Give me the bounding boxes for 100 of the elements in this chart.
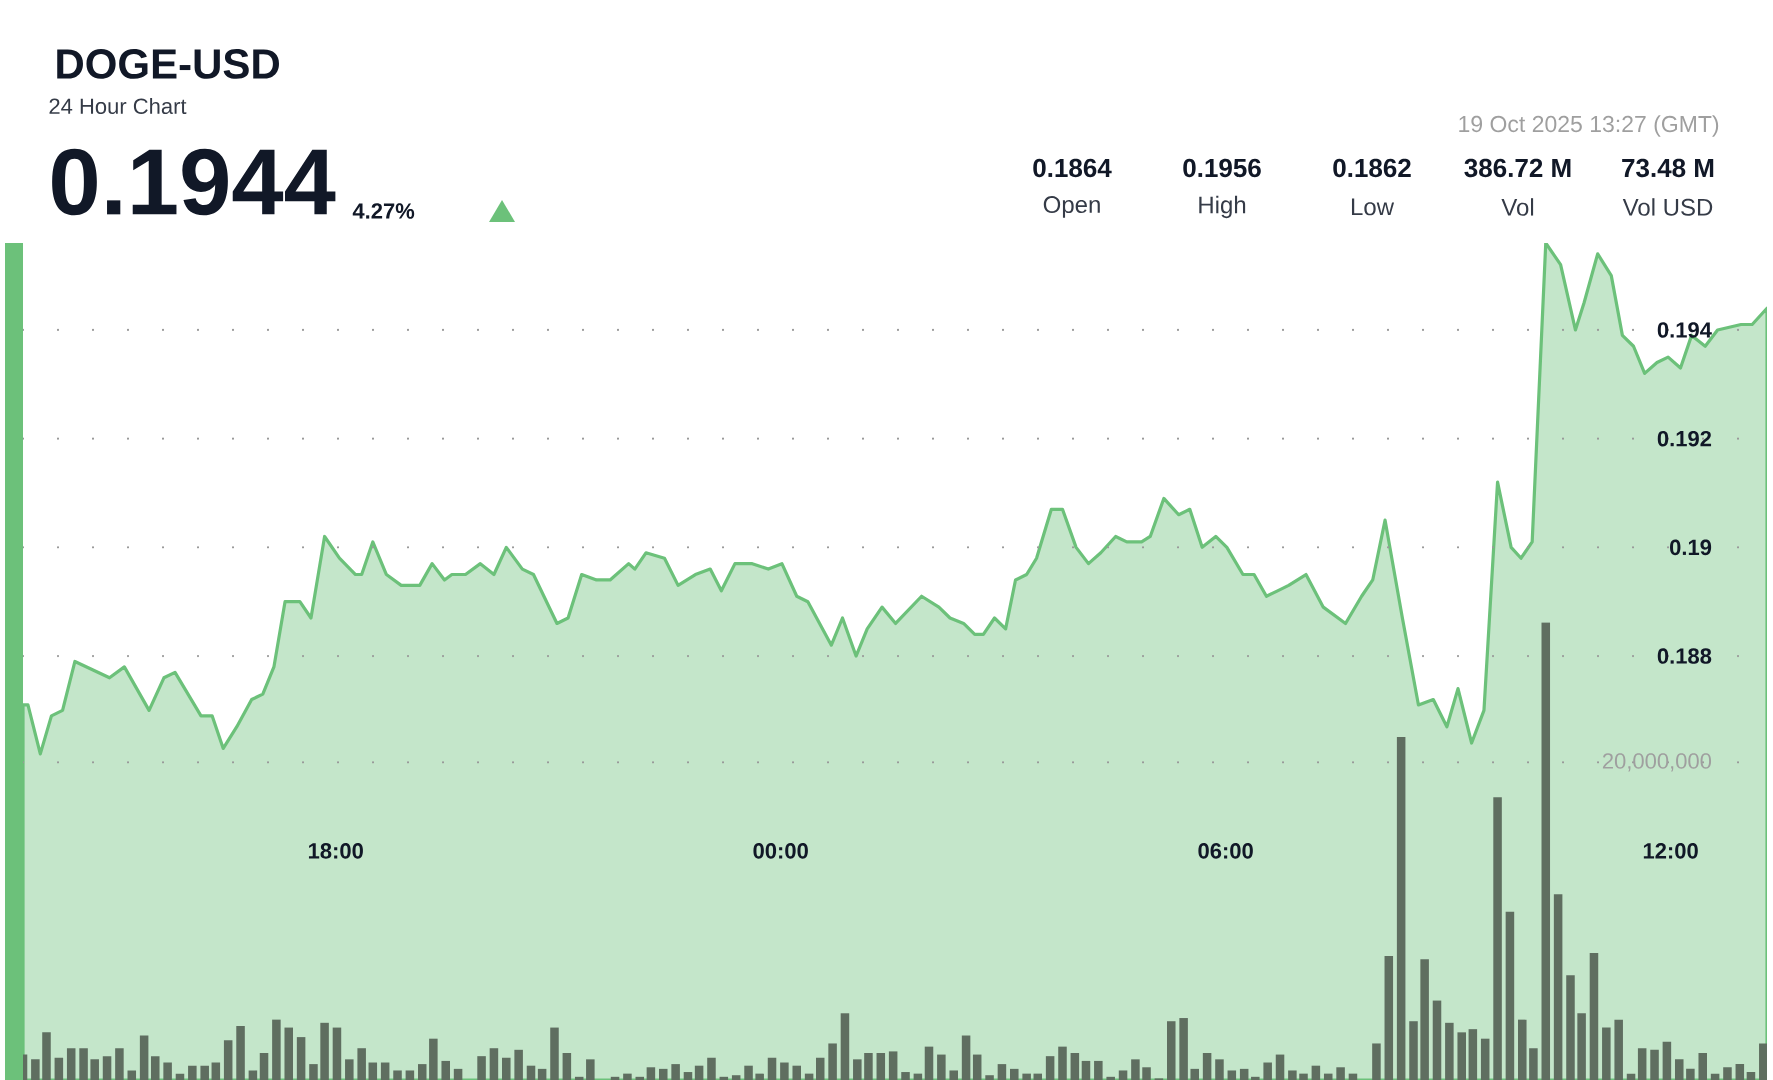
bar (1457, 1032, 1466, 1080)
bar (1541, 622, 1551, 1080)
text: 0.1864 (1033, 158, 1112, 178)
bar (707, 1057, 716, 1080)
bar (150, 1056, 160, 1080)
bar (1010, 1068, 1019, 1080)
bar (1239, 1068, 1249, 1080)
text: 73.48 M (1622, 158, 1714, 178)
bar (562, 1052, 572, 1080)
bar (1311, 1065, 1321, 1080)
bar (200, 1065, 209, 1080)
bar (961, 1035, 971, 1080)
bar (163, 1062, 172, 1080)
bar (1505, 911, 1515, 1080)
bar (731, 1075, 741, 1080)
text: 0.1956 (1183, 158, 1261, 178)
bar (66, 1048, 76, 1080)
x-tick-label: 00:00 (753, 843, 808, 859)
bar (683, 1072, 693, 1080)
bar (1518, 1019, 1527, 1080)
bar (1759, 1043, 1768, 1080)
bar (1167, 1021, 1176, 1080)
bar (1553, 894, 1563, 1080)
bar (1686, 1068, 1695, 1080)
bar (1022, 1073, 1031, 1080)
bar (1577, 1013, 1586, 1080)
bar (115, 1048, 124, 1080)
bar (985, 1075, 994, 1080)
text: High (1199, 195, 1246, 219)
bar (429, 1038, 438, 1080)
chart-title: DOGE-USD (57, 49, 279, 79)
bar (1058, 1046, 1067, 1080)
bar (368, 1062, 378, 1080)
bar (1650, 1049, 1659, 1080)
bar (1493, 797, 1502, 1080)
bar (1480, 1038, 1490, 1080)
bar (489, 1048, 499, 1080)
bar (1215, 1059, 1224, 1080)
x-tick-label: 18:00 (308, 843, 363, 859)
bar (1263, 1062, 1272, 1080)
bar (453, 1068, 463, 1080)
bar (1746, 1072, 1756, 1080)
bar (405, 1070, 415, 1080)
bar (888, 1051, 898, 1080)
bar (671, 1064, 680, 1080)
bar (1045, 1056, 1055, 1080)
text: Vol (1501, 198, 1534, 216)
bar (1142, 1067, 1151, 1080)
bar (127, 1070, 137, 1080)
bar (1275, 1054, 1285, 1080)
bar (1070, 1052, 1080, 1080)
bar (792, 1065, 802, 1080)
bar (767, 1057, 777, 1080)
bar (1674, 1059, 1684, 1080)
bar (1190, 1068, 1200, 1080)
bar (1299, 1073, 1308, 1080)
bar (345, 1059, 354, 1080)
bar (42, 1032, 51, 1080)
x-tick-label: 06:00 (1198, 843, 1253, 859)
text: Low (1351, 198, 1395, 216)
bar (901, 1072, 910, 1080)
bar (1723, 1067, 1732, 1080)
bar (1602, 1027, 1611, 1080)
chart-subtitle: 24 Hour Chart (49, 97, 187, 115)
bar (1227, 1070, 1237, 1080)
bar (1589, 952, 1599, 1080)
bar (864, 1052, 873, 1080)
bar (248, 1070, 258, 1080)
bar (417, 1064, 427, 1080)
bar (309, 1064, 318, 1080)
text: 0.1862 (1333, 158, 1411, 178)
bar (1179, 1018, 1188, 1080)
bar (1614, 1019, 1623, 1080)
bar (1396, 736, 1406, 1080)
bar (828, 1043, 837, 1080)
bar (1384, 956, 1394, 1080)
text: Open (1043, 196, 1100, 218)
bar (139, 1035, 149, 1080)
bar (924, 1046, 934, 1080)
bar (937, 1054, 946, 1080)
bar (694, 1065, 704, 1080)
x-tick-label: 12:00 (1643, 843, 1698, 859)
bar (1662, 1041, 1672, 1080)
bar (54, 1057, 64, 1080)
bar (840, 1013, 850, 1080)
bar (514, 1049, 523, 1080)
bar (296, 1037, 306, 1080)
bar (1637, 1048, 1647, 1080)
bar (320, 1022, 329, 1080)
text: 386.72 M (1464, 158, 1571, 178)
bar (380, 1062, 390, 1080)
bar (1094, 1060, 1103, 1080)
bar (658, 1068, 668, 1080)
bar (259, 1052, 269, 1080)
bar (815, 1057, 825, 1080)
bar (284, 1027, 294, 1080)
bar (441, 1060, 450, 1080)
bar (1566, 975, 1575, 1080)
bar (586, 1059, 595, 1080)
bar (1131, 1059, 1140, 1080)
